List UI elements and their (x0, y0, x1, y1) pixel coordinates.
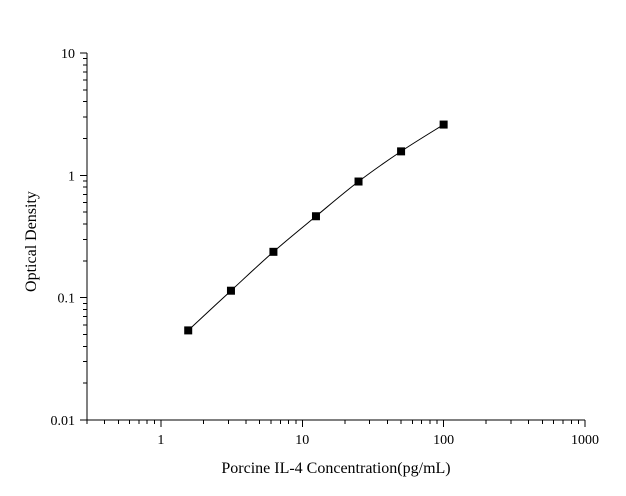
y-tick-label: 10 (61, 47, 75, 62)
y-tick-label: 0.1 (58, 292, 76, 307)
data-point-square (269, 247, 278, 256)
y-axis-title: Optical Density (23, 191, 40, 292)
axes (80, 52, 586, 427)
y-tick-label: 0.01 (51, 414, 76, 429)
fit-curve (187, 124, 444, 331)
x-tick-label: 100 (433, 433, 454, 448)
fit-curve-layer (187, 124, 444, 331)
data-points (184, 120, 448, 335)
data-point-square (439, 120, 448, 129)
data-point-square (354, 177, 363, 186)
y-tick-label: 1 (68, 169, 75, 184)
tick-labels: 1 10 100 1000 0.01 0.1 1 10 (51, 47, 600, 448)
data-point-square (226, 286, 235, 295)
x-tick-label: 1 (157, 433, 164, 448)
x-axis-title: Porcine IL-4 Concentration(pg/mL) (221, 460, 450, 477)
data-point-square (311, 212, 320, 221)
data-point-square (397, 147, 406, 156)
x-tick-label: 10 (295, 433, 309, 448)
data-point-square (184, 326, 193, 335)
x-tick-label: 1000 (571, 433, 599, 448)
